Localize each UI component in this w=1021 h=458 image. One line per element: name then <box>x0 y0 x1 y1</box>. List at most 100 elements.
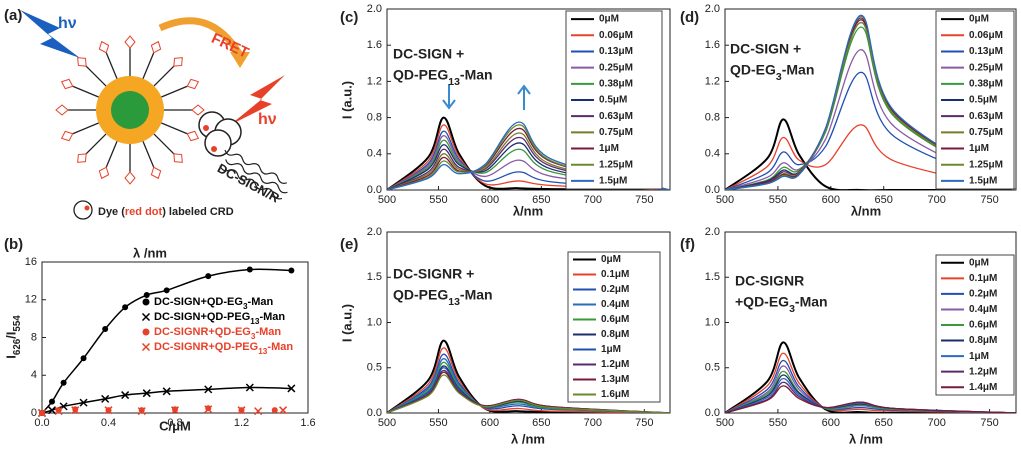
ligand <box>161 122 188 135</box>
panel-label: (b) <box>4 236 23 253</box>
x-tick-label: 0.0 <box>34 417 49 429</box>
legend-label: 0.2μM <box>601 284 629 295</box>
panel-label: (f) <box>680 236 695 253</box>
x-tick-label: 600 <box>481 194 499 206</box>
x-tick-label: 500 <box>716 417 734 429</box>
point <box>60 379 67 386</box>
legend-label: 0.2μM <box>969 289 997 300</box>
y-tick-label: 1.2 <box>705 75 720 87</box>
y-tick-label: 2.0 <box>367 226 382 238</box>
mannose <box>77 57 87 67</box>
quantum-dot-core <box>111 91 149 129</box>
x-tick-label: 700 <box>927 194 945 206</box>
spectrum <box>387 130 670 190</box>
x-tick-label: 500 <box>378 194 396 206</box>
point <box>205 273 212 280</box>
x-axis-label: λ/nm <box>851 203 881 218</box>
x-tick-label: 1.2 <box>234 417 249 429</box>
legend-label: 0μM <box>969 14 989 25</box>
point <box>37 408 47 418</box>
legend-label: 0.6μM <box>601 314 629 325</box>
legend-label: 0.5μM <box>599 95 627 106</box>
x-tick-label: 650 <box>875 417 893 429</box>
y-tick-label: 1.0 <box>705 316 720 328</box>
legend-label: 0.63μM <box>599 111 633 122</box>
mannose <box>60 130 74 142</box>
legend-box <box>567 251 661 403</box>
dye-icon <box>73 200 93 220</box>
panel-label: (a) <box>4 7 22 24</box>
y-tick-label: 0.4 <box>705 148 720 160</box>
legend-label: 1.5μM <box>969 176 997 187</box>
ligand <box>153 65 175 87</box>
legend-label: 0.8μM <box>601 329 629 340</box>
ligand <box>105 52 118 79</box>
annotation: QD-EG3-Man <box>730 62 814 83</box>
y-tick-label: 0 <box>31 407 37 419</box>
mannose <box>124 171 136 185</box>
receptor <box>198 111 288 200</box>
annotation: DC-SIGN + <box>730 41 801 57</box>
x-tick-label: 550 <box>769 194 787 206</box>
ligand <box>105 141 118 168</box>
x-tick-label: 550 <box>429 417 447 429</box>
point <box>48 398 55 405</box>
spectrum <box>725 26 1016 190</box>
y-tick-label: 0.5 <box>367 362 382 374</box>
y-tick-label: 2.0 <box>705 226 720 238</box>
ligand <box>85 133 107 155</box>
legend-label: 0.75μM <box>599 127 633 138</box>
point <box>246 266 253 273</box>
point <box>71 406 80 415</box>
x-tick-label: 650 <box>532 194 550 206</box>
annotation: DC-SIGN + <box>393 46 464 62</box>
x-axis-label: λ/nm <box>513 203 543 218</box>
spectrum <box>725 71 1016 190</box>
photon-bolt <box>20 10 80 58</box>
legend-label: 1.25μM <box>969 159 1003 170</box>
y-tick-label: 1.6 <box>367 39 382 51</box>
x-tick-label: 700 <box>927 417 945 429</box>
legend-label: 0.63μM <box>969 111 1003 122</box>
point <box>47 406 57 415</box>
y-tick-label: 2.0 <box>367 3 382 15</box>
legend-label: 1.3μM <box>601 374 629 385</box>
y-tick-label: 0.4 <box>367 148 382 160</box>
point <box>237 406 246 415</box>
legend-label: 1.4μM <box>969 382 997 393</box>
legend-label: 1μM <box>599 143 619 154</box>
y-tick-label: 1.5 <box>705 271 720 283</box>
y-tick-label: 0.5 <box>705 362 720 374</box>
x-tick-label: 750 <box>980 417 998 429</box>
fret-arrow-head <box>230 52 250 68</box>
annotation: DC-SIGNR <box>735 273 804 289</box>
y-tick-label: 0.0 <box>367 184 382 196</box>
x-tick-label: 650 <box>532 417 550 429</box>
y-tick-label: 12 <box>25 294 37 306</box>
point <box>288 267 295 274</box>
mannose <box>77 153 87 163</box>
panel-label: (e) <box>340 236 358 253</box>
legend-label: 0μM <box>601 254 621 265</box>
illustration: (a) hν FRET hν DC-SIGN/R Dye (red dot) l… <box>4 7 288 220</box>
x-tick-label: 600 <box>822 417 840 429</box>
panel-label: (d) <box>680 9 699 26</box>
legend-label: 0.38μM <box>599 78 633 89</box>
point <box>245 383 254 392</box>
legend-marker <box>142 328 150 336</box>
ligand <box>142 141 155 168</box>
y-tick-label: 1.5 <box>367 271 382 283</box>
legend-label: DC-SIGN+QD-EG3-Man <box>154 296 273 311</box>
plot-frame <box>386 8 671 191</box>
y-tick-label: 16 <box>25 256 37 268</box>
mannose <box>150 166 162 180</box>
x-tick-label: 550 <box>769 417 787 429</box>
legend-label: 1μM <box>969 143 989 154</box>
y-tick-label: 0.0 <box>367 407 382 419</box>
top-label: λ /nm <box>133 245 167 260</box>
ligand <box>72 122 99 135</box>
legend-label: 0.25μM <box>969 62 1003 73</box>
caption: Dye (red dot) labeled CRD <box>98 206 234 218</box>
point <box>279 406 288 415</box>
ligand <box>161 85 188 98</box>
